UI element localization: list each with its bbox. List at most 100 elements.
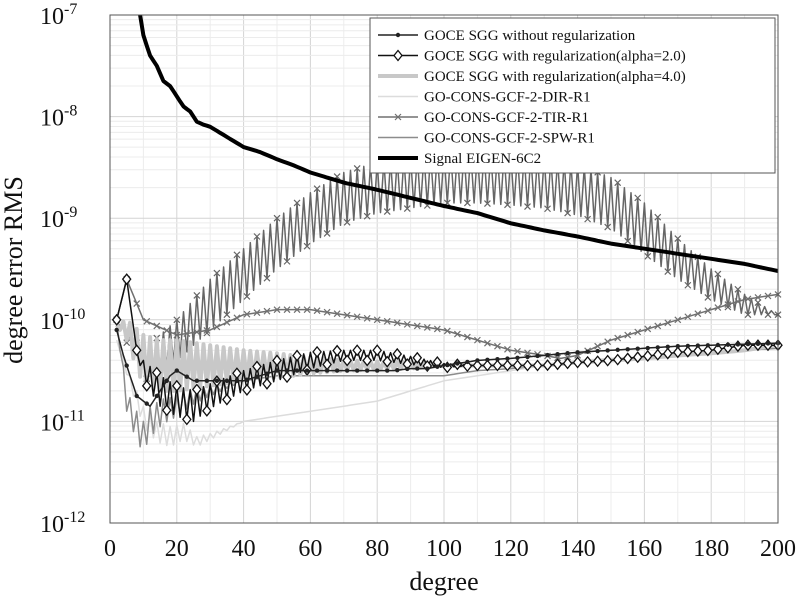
data-point xyxy=(332,344,342,357)
data-point xyxy=(385,368,390,373)
data-point xyxy=(512,359,523,372)
data-point xyxy=(314,368,320,373)
data-point xyxy=(555,351,560,357)
data-point xyxy=(522,359,533,372)
data-point xyxy=(625,347,630,352)
data-point xyxy=(204,378,210,383)
data-point xyxy=(755,341,761,346)
data-point xyxy=(565,351,570,356)
data-point xyxy=(482,359,493,372)
data-point xyxy=(472,359,483,372)
data-point xyxy=(203,327,211,334)
data-point xyxy=(151,366,162,379)
data-point xyxy=(233,314,241,322)
data-point xyxy=(163,327,171,334)
data-point xyxy=(144,401,149,406)
data-point xyxy=(423,323,431,331)
data-point xyxy=(622,352,633,365)
data-point xyxy=(612,353,623,366)
data-point xyxy=(644,252,652,260)
data-point xyxy=(413,322,421,330)
data-point xyxy=(252,360,262,373)
data-point xyxy=(171,379,182,392)
data-point xyxy=(303,306,311,314)
data-point xyxy=(682,345,693,358)
data-point xyxy=(114,327,119,333)
data-point xyxy=(253,233,261,240)
data-point xyxy=(323,308,331,316)
data-point xyxy=(181,413,192,426)
data-point xyxy=(624,237,632,245)
data-point xyxy=(524,203,531,210)
data-point xyxy=(704,307,712,315)
x-tick-label: 120 xyxy=(493,536,529,562)
data-point xyxy=(483,200,491,207)
data-point xyxy=(542,359,553,372)
data-point xyxy=(734,298,742,305)
legend-entry: GOCE SGG with regularization(alpha=4.0) xyxy=(424,69,686,85)
data-point xyxy=(754,294,762,301)
data-point xyxy=(592,355,603,368)
data-point xyxy=(254,374,260,379)
data-point xyxy=(495,357,500,362)
data-point xyxy=(504,201,511,209)
x-tick-label: 80 xyxy=(365,536,389,562)
data-point xyxy=(445,362,450,368)
data-point xyxy=(632,351,643,364)
data-point xyxy=(124,363,129,368)
data-point xyxy=(734,285,742,293)
data-point xyxy=(675,344,680,349)
data-point xyxy=(304,368,310,373)
data-point xyxy=(274,368,280,373)
data-point xyxy=(415,366,420,371)
series-group xyxy=(111,14,783,448)
x-tick-label: 60 xyxy=(298,536,322,562)
data-point xyxy=(273,214,281,222)
x-tick-label: 200 xyxy=(760,536,796,562)
plot-frame xyxy=(109,14,779,524)
data-point xyxy=(213,323,221,331)
data-point xyxy=(243,310,251,318)
data-point xyxy=(375,368,380,373)
data-point xyxy=(293,306,301,314)
y-axis-label: degree error RMS xyxy=(0,176,28,364)
data-point xyxy=(453,330,461,338)
data-point xyxy=(684,281,692,289)
data-point xyxy=(364,368,370,373)
series-4 xyxy=(113,275,782,362)
data-point xyxy=(745,341,751,347)
x-tick-label: 180 xyxy=(693,536,729,562)
legend-box xyxy=(369,17,776,174)
data-point xyxy=(485,357,490,363)
data-point xyxy=(562,357,573,370)
data-point xyxy=(354,368,360,373)
data-point xyxy=(405,366,410,372)
y-tick-label: 10-11 xyxy=(40,407,85,436)
legend-entry: Signal EIGEN-6C2 xyxy=(424,151,541,167)
data-point xyxy=(435,364,440,369)
data-point xyxy=(334,368,340,373)
data-point xyxy=(544,205,551,213)
data-point xyxy=(183,330,191,337)
data-point xyxy=(141,379,152,392)
data-point xyxy=(264,371,270,376)
data-point xyxy=(604,338,612,346)
legend-marker xyxy=(395,32,401,38)
data-point xyxy=(714,304,722,312)
data-point xyxy=(524,349,531,357)
data-point xyxy=(724,301,732,308)
data-point xyxy=(283,306,291,314)
data-point xyxy=(143,317,151,325)
data-point xyxy=(192,383,202,396)
data-point xyxy=(193,291,201,299)
data-point xyxy=(392,347,403,360)
x-tick-label: 40 xyxy=(232,536,256,562)
data-point xyxy=(173,331,181,339)
data-point xyxy=(242,383,252,396)
data-point xyxy=(634,328,642,336)
data-point xyxy=(333,310,341,318)
data-point xyxy=(654,322,662,330)
data-point xyxy=(382,355,393,368)
data-point xyxy=(685,343,691,349)
